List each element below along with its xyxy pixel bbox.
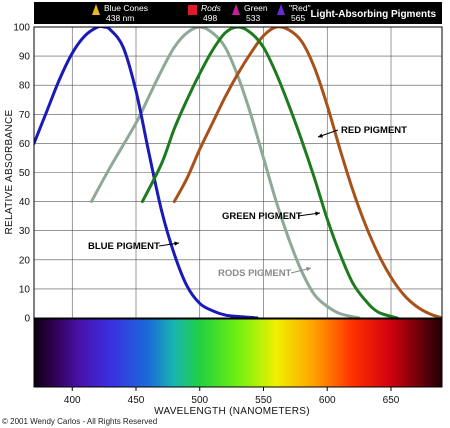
x-axis-ticks: 400 450 500 550 600 650 [64, 387, 400, 406]
legend-name-red: "Red" [289, 3, 311, 13]
legend-marker-red-triangle-icon [277, 4, 285, 15]
annotation-arrowhead-rods-pigment [306, 267, 311, 272]
annotations: RED PIGMENT GREEN PIGMENT BLUE PIGMENT RODS… [88, 125, 407, 279]
y-tick-label: 80 [19, 81, 31, 92]
annotation-arrowhead-blue-pigment [174, 241, 179, 246]
annotation-arrowhead-red-pigment [318, 133, 323, 138]
series-line-green-pigment [140, 27, 399, 318]
y-tick-label: 40 [19, 197, 31, 208]
x-tick-label: 500 [191, 395, 208, 406]
annotation-rods-pigment: RODS PIGMENT [218, 268, 292, 279]
x-tick-label: 650 [383, 395, 400, 406]
legend-name-bluecones: Blue Cones [104, 3, 148, 13]
legend-marker-bluecones-triangle-icon [92, 4, 100, 15]
legend-name-green: Green [244, 3, 268, 13]
x-tick-label: 600 [319, 395, 336, 406]
annotation-green-pigment: GREEN PIGMENT [222, 211, 302, 222]
y-tick-label: 0 [24, 314, 30, 325]
x-axis-label: WAVELENGTH (NANOMETERS) [154, 406, 310, 417]
y-tick-label: 30 [19, 226, 31, 237]
legend-name-rods: Rods [201, 3, 222, 13]
y-tick-label: 100 [13, 23, 30, 34]
legend-value-green: 533 [246, 13, 260, 23]
y-axis-ticks: 0 10 20 30 40 50 60 70 80 90 100 [13, 23, 30, 325]
series-line-rods-pigment [89, 27, 361, 318]
x-tick-label: 400 [64, 395, 81, 406]
chart-title: Light-Absorbing Pigments [310, 9, 436, 20]
visible-spectrum-band [34, 319, 442, 387]
y-tick-label: 70 [19, 110, 31, 121]
series-line-blue-pigment [34, 27, 259, 318]
y-tick-label: 20 [19, 255, 31, 266]
annotation-blue-pigment: BLUE PIGMENT [88, 241, 160, 252]
x-tick-label: 450 [128, 395, 145, 406]
legend-value-red: 565 [291, 13, 305, 23]
spectrum-frame [33, 318, 443, 388]
y-tick-label: 50 [19, 168, 31, 179]
series-layer [34, 27, 442, 318]
annotation-red-pigment: RED PIGMENT [341, 125, 407, 136]
plot-frame [33, 26, 443, 319]
series-line-red-pigment [172, 27, 442, 318]
copyright-credit: © 2001 Wendy Carlos - All Rights Reserve… [2, 417, 157, 426]
legend-marker-rods-square-icon [188, 5, 197, 15]
legend-marker-green-triangle-icon [232, 4, 240, 15]
legend-value-rods: 498 [203, 13, 217, 23]
y-tick-label: 90 [19, 52, 31, 63]
y-tick-label: 60 [19, 139, 31, 150]
y-tick-label: 10 [19, 284, 31, 295]
legend-value-bluecones: 438 nm [106, 13, 134, 23]
y-axis-label: RELATIVE ABSORBANCE [4, 109, 15, 234]
x-tick-label: 550 [255, 395, 272, 406]
annotation-arrowhead-green-pigment [315, 211, 320, 216]
